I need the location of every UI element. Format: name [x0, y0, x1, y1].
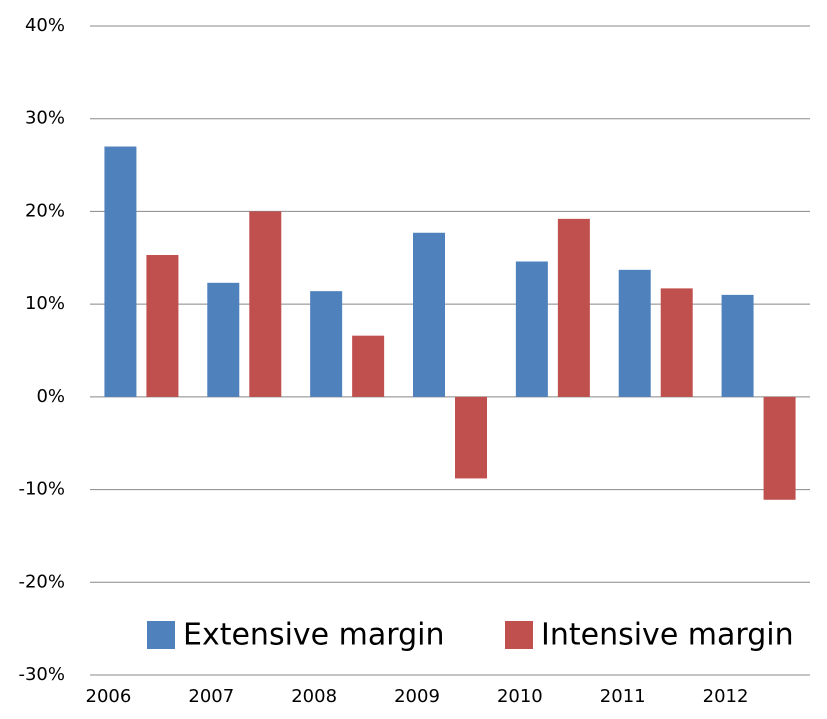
y-tick-label: 20%: [25, 200, 65, 221]
legend-swatch: [147, 621, 175, 649]
y-tick-label: 40%: [25, 15, 65, 36]
bar: [146, 255, 179, 397]
y-tick-label: 30%: [25, 108, 65, 129]
bar: [618, 269, 651, 397]
y-tick-label: 0%: [36, 386, 65, 407]
x-tick-label: 2011: [600, 686, 646, 707]
legend-swatch: [505, 621, 533, 649]
bar: [721, 294, 754, 397]
x-tick-label: 2007: [188, 686, 234, 707]
bar: [104, 146, 137, 397]
x-tick-label: 2009: [394, 686, 440, 707]
bar: [763, 396, 796, 500]
bar: [515, 261, 548, 397]
y-tick-label: -10%: [18, 479, 65, 500]
x-tick-label: 2006: [86, 686, 132, 707]
bar: [557, 218, 590, 397]
y-tick-label: 10%: [25, 293, 65, 314]
x-tick-label: 2010: [497, 686, 543, 707]
bar: [660, 288, 693, 397]
y-tick-label: -30%: [18, 664, 65, 685]
legend-label: Intensive margin: [541, 618, 794, 653]
bar: [310, 291, 343, 397]
y-tick-label: -20%: [18, 571, 65, 592]
bar: [352, 335, 385, 397]
legend-label: Extensive margin: [183, 618, 444, 653]
x-tick-label: 2008: [291, 686, 337, 707]
x-tick-label: 2012: [703, 686, 749, 707]
bar: [455, 396, 487, 479]
bar: [249, 211, 282, 397]
bar: [413, 232, 445, 397]
bar: [207, 282, 240, 397]
